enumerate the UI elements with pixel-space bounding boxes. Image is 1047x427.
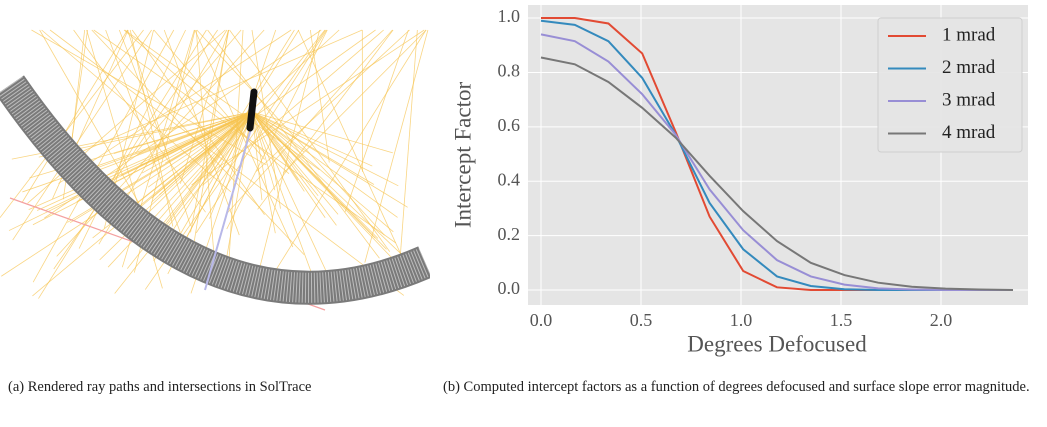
ray-line [251,111,276,191]
ray-line [127,29,191,227]
ray-line [204,124,253,291]
ray-line [140,111,253,166]
ray-line [137,111,253,155]
ray-line [251,111,339,215]
ray-line [139,111,253,217]
ray-line [364,29,429,263]
ray-line [251,29,281,209]
ray-line [163,29,240,236]
ray-line [344,29,409,212]
x-axis-label: Degrees Defocused [687,331,867,356]
y-tick-label: 0.8 [498,61,521,81]
line-series [540,33,1013,292]
ray-line [251,111,421,273]
caption-a: (a) Rendered ray paths and intersections… [8,379,312,395]
rays [0,29,429,299]
ray-line [22,111,253,193]
receiver [246,88,258,132]
y-axis-label: Intercept Factor [450,82,475,229]
ray-line [226,29,244,292]
legend-label: 3 mrad [942,89,996,110]
x-tick-label: 1.5 [830,310,853,330]
ray-line [194,29,294,248]
ray-line [131,29,265,215]
x-tick-label: 0.5 [630,310,653,330]
ray-line [196,29,385,236]
y-tick-label: 1.0 [498,6,521,26]
ray-line [398,29,418,280]
ray-line [28,111,253,211]
ray-line [12,29,152,241]
ray-line [297,29,414,282]
y-tick-label: 0.6 [498,115,521,135]
ray-line [255,29,410,172]
ray-line [251,111,373,167]
ray-line [32,111,253,297]
ray-line [209,111,253,219]
ray-line [179,29,229,184]
ray-line [56,29,265,257]
ray-line [251,111,393,154]
ray-line [153,29,265,160]
y-tick-label: 0.0 [498,278,521,298]
ray-line [251,111,319,197]
ray-line [131,111,253,216]
ray-line [283,29,427,174]
ray-line [21,29,128,203]
y-tick-label: 0.4 [498,169,521,189]
ray-line [195,29,327,234]
legend-label: 4 mrad [942,122,996,143]
ray-line [118,29,169,155]
ray-line [251,111,314,278]
x-tick-label: 0.0 [530,310,553,330]
legend-box [877,17,1023,153]
ray-line [191,29,425,186]
ray-line [202,29,384,186]
ray-line [153,29,300,262]
ray-line [251,111,299,181]
ray-line [188,29,229,276]
caption-b: (b) Computed intercept factors as a func… [443,379,1030,395]
ray-line [158,111,253,221]
ray-line [41,29,232,193]
ray-line [251,111,331,279]
ray-line [190,29,230,233]
ray-line [31,29,267,166]
x-tick-label: 1.0 [730,310,753,330]
ray-line [36,111,253,211]
ray-line [226,29,328,230]
reflector-texture [0,76,430,303]
ray-line [272,29,427,275]
ray-line [251,111,337,226]
ray-line [129,29,174,227]
ray-line [251,111,399,187]
ray-line [257,29,394,210]
ray-line [38,29,207,299]
ray-render [0,29,430,311]
y-tick-label: 0.2 [498,224,521,244]
ray-line [309,29,330,163]
legend-label: 2 mrad [942,57,996,78]
ray-line [123,29,290,174]
line-series [540,56,1014,292]
ray-line [168,111,253,254]
ray-line [251,111,398,218]
x-tick-label: 2.0 [930,310,953,330]
ray-line [251,111,305,153]
chart: Intercept Factor Degrees Defocused 0.0 0.… [450,5,1028,356]
ray-line [0,29,144,218]
ray-line [141,111,253,174]
ray-line [189,29,376,164]
legend-label: 1 mrad [942,24,996,45]
ray-line [135,29,242,154]
